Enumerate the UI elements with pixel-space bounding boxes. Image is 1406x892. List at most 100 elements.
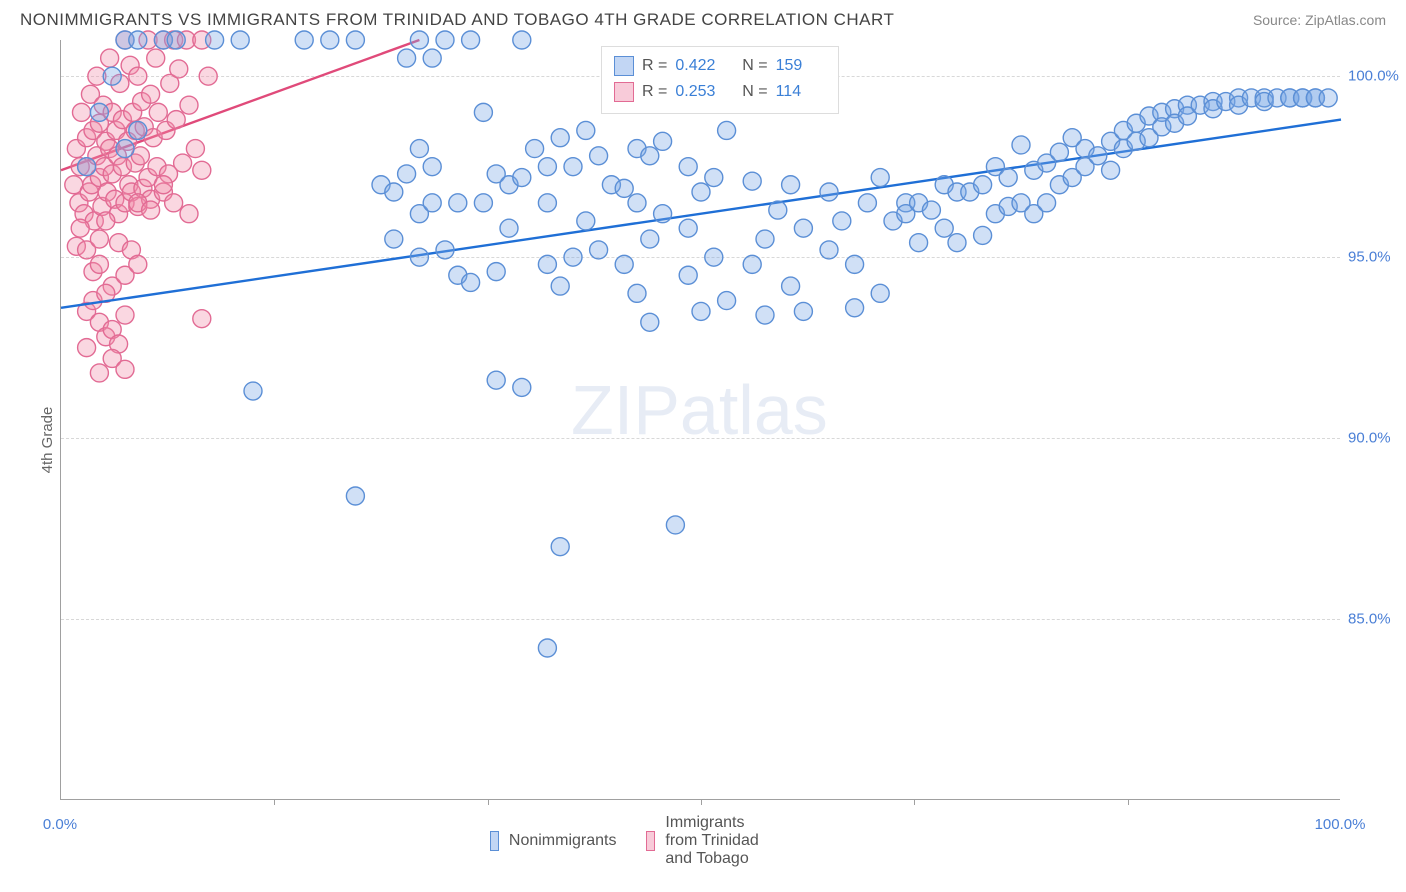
data-point-blue xyxy=(871,284,889,302)
data-point-blue xyxy=(564,158,582,176)
legend-label: Nonimmigrants xyxy=(509,832,617,850)
data-point-blue xyxy=(385,230,403,248)
data-point-blue xyxy=(641,230,659,248)
data-point-blue xyxy=(1012,136,1030,154)
data-point-blue xyxy=(641,147,659,165)
r-value: 0.422 xyxy=(675,53,725,79)
data-point-blue xyxy=(436,241,454,259)
data-point-pink xyxy=(90,255,108,273)
data-point-blue xyxy=(666,516,684,534)
data-point-pink xyxy=(170,60,188,78)
data-point-blue xyxy=(628,284,646,302)
data-point-blue xyxy=(206,31,224,49)
data-point-pink xyxy=(72,103,90,121)
data-point-pink xyxy=(154,176,172,194)
data-point-blue xyxy=(385,183,403,201)
data-point-blue xyxy=(718,121,736,139)
data-point-blue xyxy=(526,140,544,158)
data-point-blue xyxy=(410,248,428,266)
data-point-blue xyxy=(90,103,108,121)
data-point-blue xyxy=(782,176,800,194)
data-point-blue xyxy=(846,299,864,317)
data-point-blue xyxy=(462,31,480,49)
data-point-blue xyxy=(910,234,928,252)
data-point-pink xyxy=(78,339,96,357)
n-value: 159 xyxy=(776,53,826,79)
data-point-blue xyxy=(474,103,492,121)
data-point-pink xyxy=(90,364,108,382)
data-point-pink xyxy=(116,306,134,324)
data-point-blue xyxy=(628,194,646,212)
data-point-blue xyxy=(551,538,569,556)
data-point-blue xyxy=(743,255,761,273)
data-point-pink xyxy=(129,67,147,85)
data-point-blue xyxy=(833,212,851,230)
data-point-blue xyxy=(846,255,864,273)
r-value: 0.253 xyxy=(675,79,725,105)
data-point-blue xyxy=(1050,143,1068,161)
data-point-blue xyxy=(513,169,531,187)
data-point-pink xyxy=(101,49,119,67)
data-point-blue xyxy=(679,158,697,176)
data-point-pink xyxy=(142,201,160,219)
data-point-blue xyxy=(820,183,838,201)
r-label: R = xyxy=(642,53,667,79)
source-attribution: Source: ZipAtlas.com xyxy=(1253,12,1386,28)
series-swatch xyxy=(614,82,634,102)
data-point-blue xyxy=(231,31,249,49)
data-point-blue xyxy=(103,67,121,85)
data-point-blue xyxy=(1319,89,1337,107)
data-point-blue xyxy=(436,31,454,49)
data-point-blue xyxy=(423,49,441,67)
legend: Nonimmigrants Immigrants from Trinidad an… xyxy=(490,814,787,868)
x-tick-mark xyxy=(701,799,702,805)
data-point-pink xyxy=(97,212,115,230)
n-value: 114 xyxy=(776,79,826,105)
data-point-pink xyxy=(180,205,198,223)
y-tick-label: 85.0% xyxy=(1348,611,1404,628)
data-point-blue xyxy=(756,230,774,248)
data-point-blue xyxy=(769,201,787,219)
n-label: N = xyxy=(733,53,767,79)
data-point-blue xyxy=(948,234,966,252)
data-point-blue xyxy=(423,158,441,176)
x-tick-label: 0.0% xyxy=(43,816,77,833)
data-point-blue xyxy=(794,219,812,237)
stat-row: R =0.253 N =114 xyxy=(614,79,826,105)
data-point-blue xyxy=(116,140,134,158)
data-point-pink xyxy=(116,360,134,378)
data-point-blue xyxy=(513,378,531,396)
data-point-blue xyxy=(78,158,96,176)
plot-area: ZIPatlas R =0.422 N =159R =0.253 N =114 xyxy=(60,40,1340,800)
data-point-blue xyxy=(858,194,876,212)
data-point-blue xyxy=(692,302,710,320)
data-point-blue xyxy=(410,31,428,49)
data-point-pink xyxy=(193,310,211,328)
data-point-blue xyxy=(705,248,723,266)
data-point-blue xyxy=(551,277,569,295)
data-point-blue xyxy=(679,266,697,284)
data-point-blue xyxy=(641,313,659,331)
data-point-blue xyxy=(129,31,147,49)
x-tick-mark xyxy=(914,799,915,805)
series-swatch xyxy=(614,56,634,76)
x-tick-label: 100.0% xyxy=(1315,816,1366,833)
data-point-blue xyxy=(654,205,672,223)
data-point-pink xyxy=(149,103,167,121)
data-point-pink xyxy=(71,219,89,237)
data-point-blue xyxy=(538,255,556,273)
n-label: N = xyxy=(733,79,767,105)
y-tick-label: 100.0% xyxy=(1348,68,1404,85)
data-point-blue xyxy=(462,273,480,291)
data-point-blue xyxy=(935,219,953,237)
data-point-blue xyxy=(513,31,531,49)
data-point-blue xyxy=(974,176,992,194)
x-tick-mark xyxy=(488,799,489,805)
data-point-blue xyxy=(820,241,838,259)
data-point-blue xyxy=(1038,194,1056,212)
data-point-blue xyxy=(449,194,467,212)
chart-container: 4th Grade ZIPatlas R =0.422 N =159R =0.2… xyxy=(50,40,1390,840)
legend-label: Immigrants from Trinidad and Tobago xyxy=(665,814,766,868)
data-point-blue xyxy=(999,169,1017,187)
data-point-blue xyxy=(974,226,992,244)
